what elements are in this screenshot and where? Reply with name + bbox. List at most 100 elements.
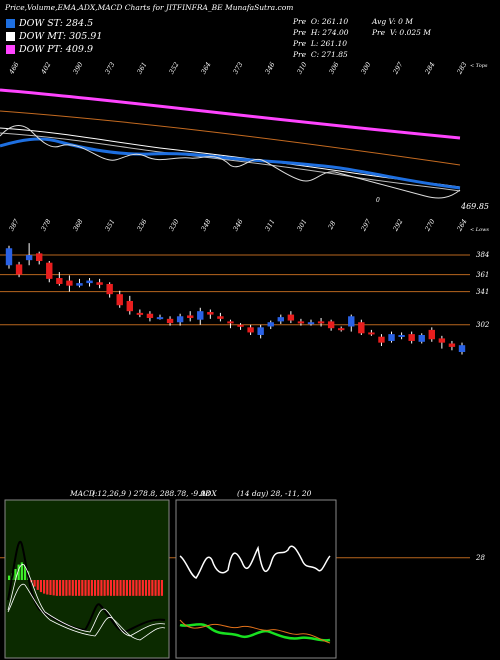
candle-down: [136, 312, 144, 315]
macd-hist-bar: [100, 580, 103, 596]
candle-down: [247, 327, 254, 333]
ema-mid-marker: 0: [376, 197, 380, 204]
candle-up: [156, 317, 164, 320]
candle-up: [267, 322, 274, 327]
legend-swatch-blue: [6, 19, 15, 28]
candle-down: [116, 294, 123, 306]
macd-hist-bar: [148, 580, 151, 596]
candle-up: [257, 327, 264, 335]
macd-hist-bar: [151, 580, 154, 596]
candle-up: [388, 334, 395, 341]
macd-hist-bar: [8, 575, 11, 580]
legend-swatch-white: [6, 32, 15, 41]
macd-hist-bar: [78, 580, 81, 596]
macd-hist-bar: [43, 580, 46, 594]
candle-down: [187, 315, 194, 318]
tops-label: < Tops: [470, 63, 488, 69]
macd-hist-bar: [74, 580, 78, 596]
macd-hist-bar: [122, 580, 125, 596]
candle-up: [176, 316, 184, 323]
macd-hist-bar: [103, 580, 106, 596]
legend-label-mt: DOW MT: 305.91: [19, 31, 103, 42]
mt-ema-line-2: [0, 132, 461, 192]
candle-down: [36, 253, 43, 262]
macd-hist-bar: [125, 580, 128, 596]
ema-last-value: 469.85: [461, 202, 489, 211]
macd-hist-bar: [62, 580, 65, 596]
candle-up: [398, 334, 405, 337]
candle-down: [126, 300, 133, 312]
candle-up: [5, 248, 13, 266]
candle-up: [348, 316, 355, 327]
macd-hist-bar: [144, 580, 148, 596]
price-line: [0, 124, 461, 199]
macd-hist-bar: [46, 580, 49, 595]
candle-down: [297, 321, 305, 324]
candle-down: [428, 329, 435, 340]
candle-down: [378, 336, 385, 343]
macd-hist-bar: [113, 580, 116, 596]
legend-dow-mt: DOW MT: 305.91: [6, 31, 102, 42]
stat-prev-volume: Pre V: 0.025 M: [372, 28, 431, 37]
legend-dow-pt: DOW PT: 409.9: [6, 44, 93, 55]
macd-hist-bar: [87, 580, 90, 596]
macd-hist-bar: [90, 580, 93, 596]
macd-hist-bar: [68, 580, 71, 596]
candle-down: [96, 282, 103, 285]
macd-hist-bar: [119, 580, 122, 596]
macd-hist-bar: [55, 580, 58, 596]
stat-high: Pre H: 274.00: [293, 28, 349, 37]
candle-down: [15, 264, 23, 275]
stat-open: Pre O: 261.10: [293, 17, 349, 26]
macd-hist-bar: [52, 580, 55, 596]
candle-down: [66, 280, 73, 286]
macd-hist-bar: [84, 580, 87, 596]
macd-hist-bar: [71, 580, 74, 596]
candle-down: [207, 312, 214, 315]
candle-down: [217, 316, 224, 319]
lows-label: < Lows: [470, 227, 489, 233]
macd-hist-bar: [160, 580, 164, 596]
adx-plus-di-line: [179, 619, 331, 644]
candle-down: [358, 322, 365, 334]
macd-hist-bar: [33, 580, 36, 587]
macd-hist-bar: [39, 580, 43, 593]
candle-down: [237, 324, 244, 327]
candle-up: [25, 255, 33, 261]
candle-up: [86, 280, 93, 284]
candle-up: [277, 317, 284, 322]
legend-label-pt: DOW PT: 409.9: [19, 44, 93, 55]
macd-hist-bar: [20, 562, 23, 580]
macd-hist-bar: [97, 580, 100, 596]
adx-minus-di-line: [179, 623, 331, 642]
stat-avg-volume: Avg V: 0 M: [372, 17, 413, 26]
candle-up: [197, 311, 204, 320]
macd-hist-bar: [154, 580, 157, 596]
candle-up: [418, 334, 425, 342]
level-label: 28: [476, 553, 485, 562]
macd-values: ( 12,26,9 ) 278.8, 288.78, -9.98: [92, 489, 211, 498]
macd-hist-bar: [14, 569, 17, 580]
stat-low: Pre L: 261.10: [293, 39, 347, 48]
macd-line-2: [7, 583, 166, 641]
candle-down: [408, 334, 415, 341]
st-ema-line: [0, 137, 461, 190]
adx-frame: [175, 499, 337, 659]
candle-up: [76, 283, 83, 286]
macd-hist-bar: [109, 580, 113, 596]
macd-hist-bar: [81, 580, 84, 596]
macd-hist-bar: [23, 564, 27, 580]
stat-close: Pre C: 271.85: [293, 50, 348, 59]
macd-hist-bar: [128, 580, 132, 596]
macd-hist-bar: [93, 580, 97, 596]
macd-label: MACD:: [70, 489, 98, 498]
macd-hist-bar: [141, 580, 144, 596]
level-label: 341: [476, 287, 490, 296]
adx-label: ADX: [200, 489, 217, 498]
legend-swatch-magenta: [6, 45, 15, 54]
macd-hist-bar: [132, 580, 135, 596]
candle-down: [438, 338, 446, 343]
adx-line: [179, 545, 331, 579]
